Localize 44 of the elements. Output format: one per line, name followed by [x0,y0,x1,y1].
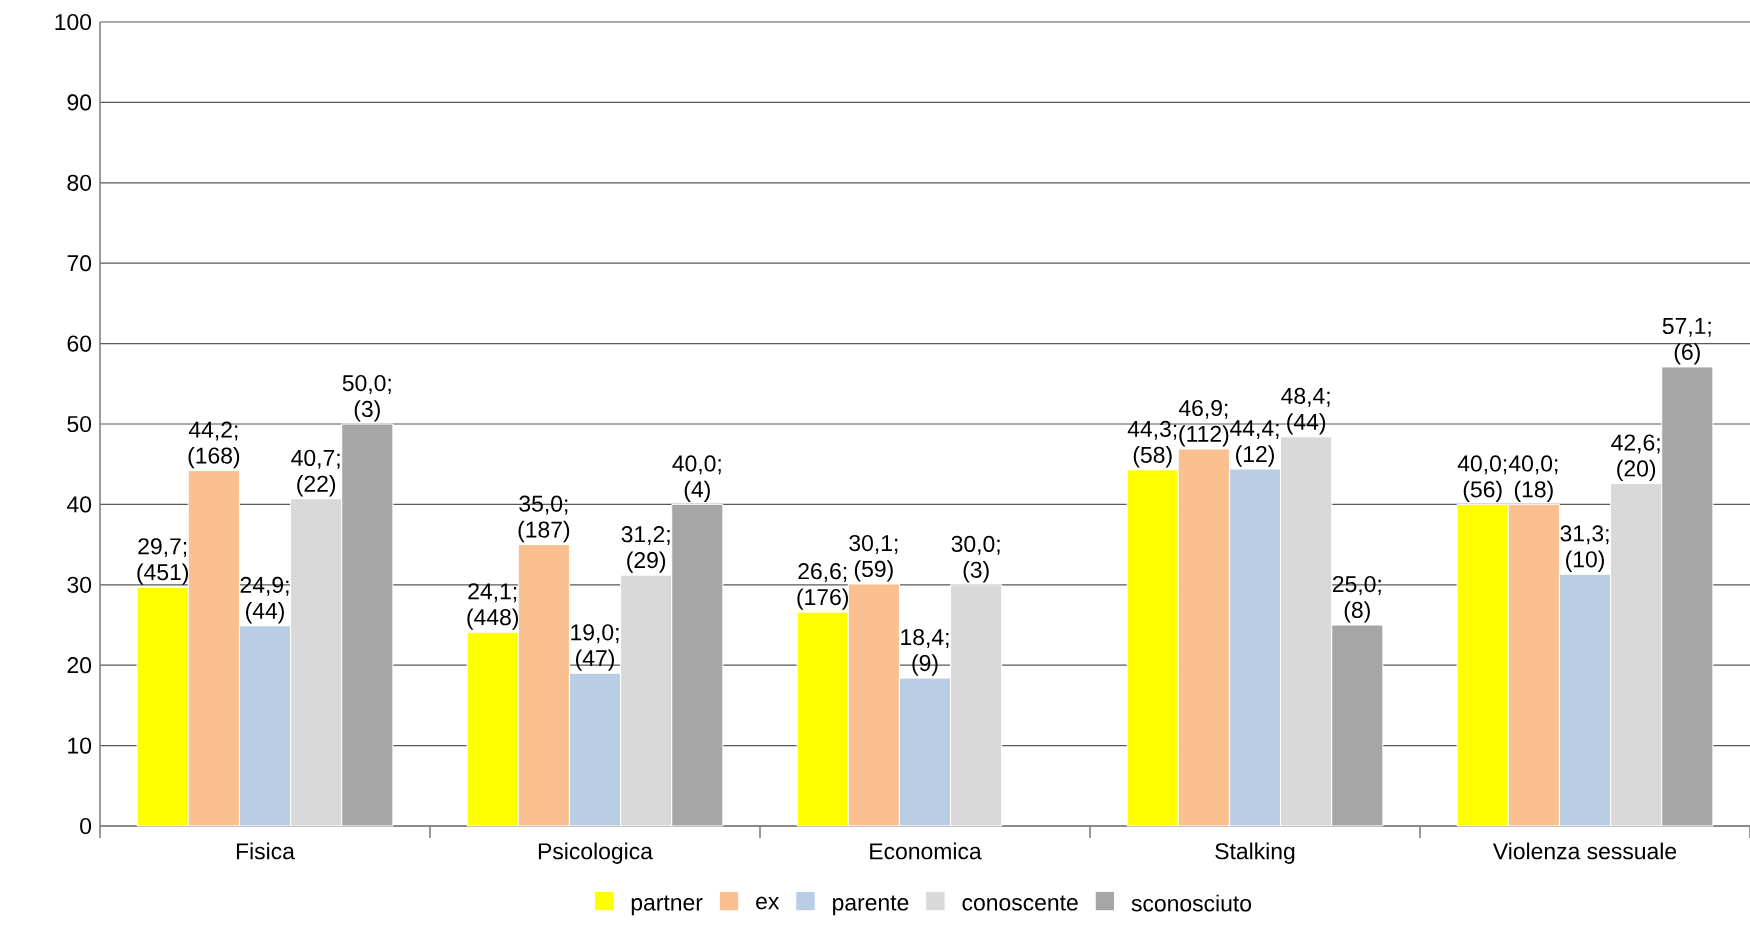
data-label: 18,4; (9) [901,629,949,676]
data-label: 29,7; (451) [137,538,189,585]
data-label: 44,2; (168) [188,421,240,469]
x-tick-label: Stalking [1215,842,1295,864]
data-label: 57,1; (6) [1662,318,1711,365]
data-label: 31,2; (29) [621,526,670,573]
legend-label: partner [631,895,703,916]
data-label: 31,3; (10) [1560,525,1609,572]
data-label: 26,6; (176) [797,563,849,610]
y-tick-label: 20 [67,657,92,674]
x-tick-label: Violenza sessuale [1492,842,1677,860]
data-label: 48,4; (44) [1281,387,1330,435]
legend-label: ex [756,896,780,910]
x-tick-label: Psicologica [538,842,653,864]
data-label: 46,9; (112) [1178,399,1229,447]
y-tick-label: 50 [67,415,92,433]
legend-label: sconosciuto [1131,894,1252,912]
data-label: 40,0; (56) [1457,455,1507,503]
legend-label: conoscente [962,895,1078,911]
legend-label: parente [833,895,909,916]
y-tick-label: 10 [68,737,92,754]
y-tick-label: 60 [67,335,92,352]
data-label: 40,7; (22) [291,449,340,497]
data-label: 44,4; (12) [1230,420,1279,467]
data-label: 42,6; (20) [1611,434,1660,482]
x-tick-label: Economica [870,842,982,860]
y-tick-label: 30 [67,576,92,593]
data-label: 30,0; (3) [951,535,1000,583]
data-label: 40,0; (4) [672,455,721,503]
x-tick-label: Fisica [236,842,295,860]
y-tick-label: 100 [55,13,92,31]
y-tick-label: 90 [67,94,92,111]
data-label: 40,0; (18) [1508,455,1558,503]
data-label: 30,1; (59) [849,534,898,582]
y-tick-label: 70 [67,255,92,272]
y-tick-label: 40 [67,496,92,513]
data-label: 25,0; (8) [1332,575,1381,623]
data-label: 19,0; (47) [571,624,619,671]
data-label: 44,3; (58) [1127,420,1177,468]
data-label: 24,1; (448) [467,583,519,630]
y-tick-label: 80 [67,174,92,191]
y-tick-label: 0 [80,817,92,835]
data-label: 24,9; (44) [240,576,289,624]
data-label: 50,0; (3) [342,374,391,422]
